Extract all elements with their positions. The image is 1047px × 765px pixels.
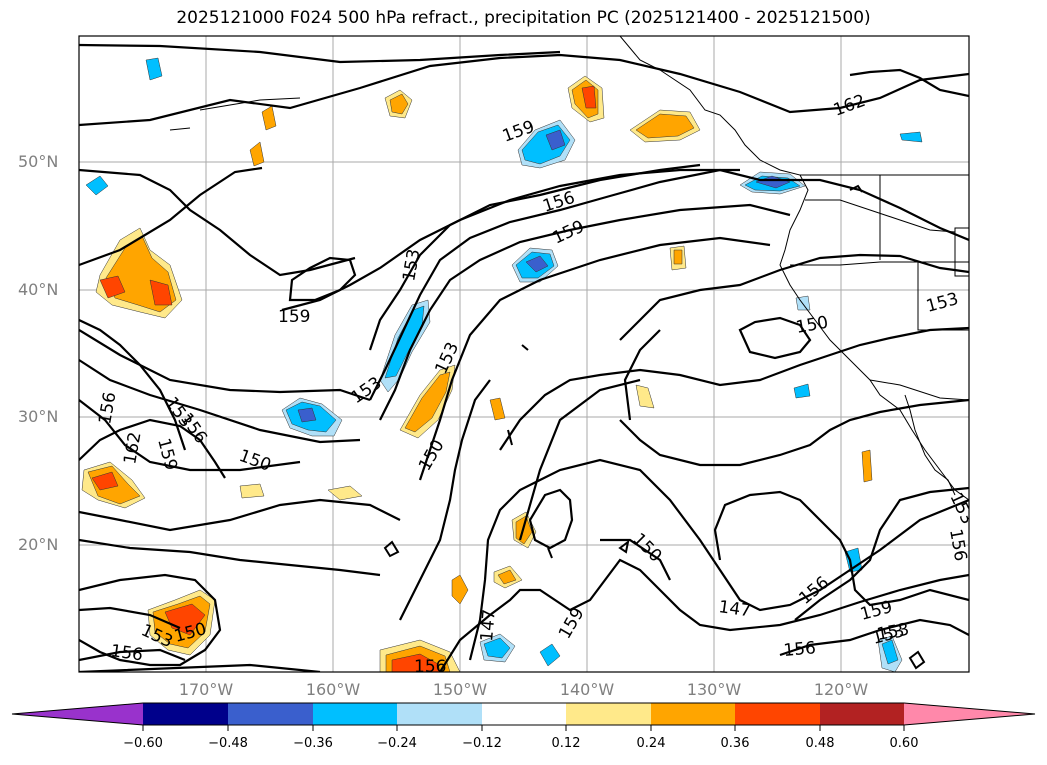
colorbar-swatch bbox=[313, 703, 397, 725]
lon-label: 120°W bbox=[813, 680, 869, 699]
contour-label: 147 bbox=[717, 597, 752, 621]
map-panel: 162 159 156 159 153 159 153 153 150 153 … bbox=[78, 35, 970, 677]
lat-label: 20°N bbox=[18, 535, 59, 554]
colorbar-swatch bbox=[228, 703, 313, 725]
small-contours bbox=[383, 184, 926, 670]
colorbar-tick: 0.24 bbox=[636, 736, 666, 751]
colorbar-tick: −0.48 bbox=[208, 736, 248, 751]
colorbar-swatch bbox=[820, 703, 904, 725]
colorbar-swatch bbox=[143, 703, 228, 725]
colorbar-tick: 0.60 bbox=[889, 736, 919, 751]
lon-label: 130°W bbox=[686, 680, 742, 699]
colorbar-tick: 0.48 bbox=[805, 736, 835, 751]
colorbar-swatch bbox=[904, 703, 1035, 725]
refractivity-contours bbox=[79, 43, 969, 672]
colorbar-swatch bbox=[566, 703, 651, 725]
contour-label: 159 bbox=[278, 307, 310, 327]
colorbar-tick: −0.60 bbox=[123, 736, 163, 751]
colorbar-swatch bbox=[482, 703, 566, 725]
colorbar-swatch bbox=[12, 703, 143, 725]
colorbar-swatch bbox=[735, 703, 820, 725]
colorbar-swatch bbox=[651, 703, 735, 725]
map-frame bbox=[78, 35, 970, 673]
map-title: 2025121000 F024 500 hPa refract., precip… bbox=[176, 8, 871, 28]
colorbar-tick: −0.12 bbox=[462, 736, 502, 751]
contour-label: 147 bbox=[477, 608, 500, 642]
colorbar-tick: −0.36 bbox=[293, 736, 333, 751]
lat-label: 40°N bbox=[18, 280, 59, 299]
colorbar-outline bbox=[11, 702, 1036, 726]
colorbar-tick: 0.12 bbox=[551, 736, 581, 751]
contour-label: 156 bbox=[109, 641, 144, 665]
lon-label: 160°W bbox=[305, 680, 361, 699]
lon-label: 140°W bbox=[559, 680, 615, 699]
lon-label: 150°W bbox=[432, 680, 488, 699]
coastlines bbox=[169, 36, 969, 501]
contour-label: 156 bbox=[414, 657, 446, 677]
colorbar-tick: 0.36 bbox=[720, 736, 750, 751]
lat-label: 30°N bbox=[18, 407, 59, 426]
colorbar-tick: −0.24 bbox=[377, 736, 417, 751]
lat-label: 50°N bbox=[18, 152, 59, 171]
contour-label: 156 bbox=[783, 638, 817, 661]
lon-label: 170°W bbox=[178, 680, 234, 699]
colorbar-swatch bbox=[397, 703, 482, 725]
colorbar-swatches bbox=[11, 702, 1036, 726]
contour-label: 156 bbox=[945, 527, 970, 562]
